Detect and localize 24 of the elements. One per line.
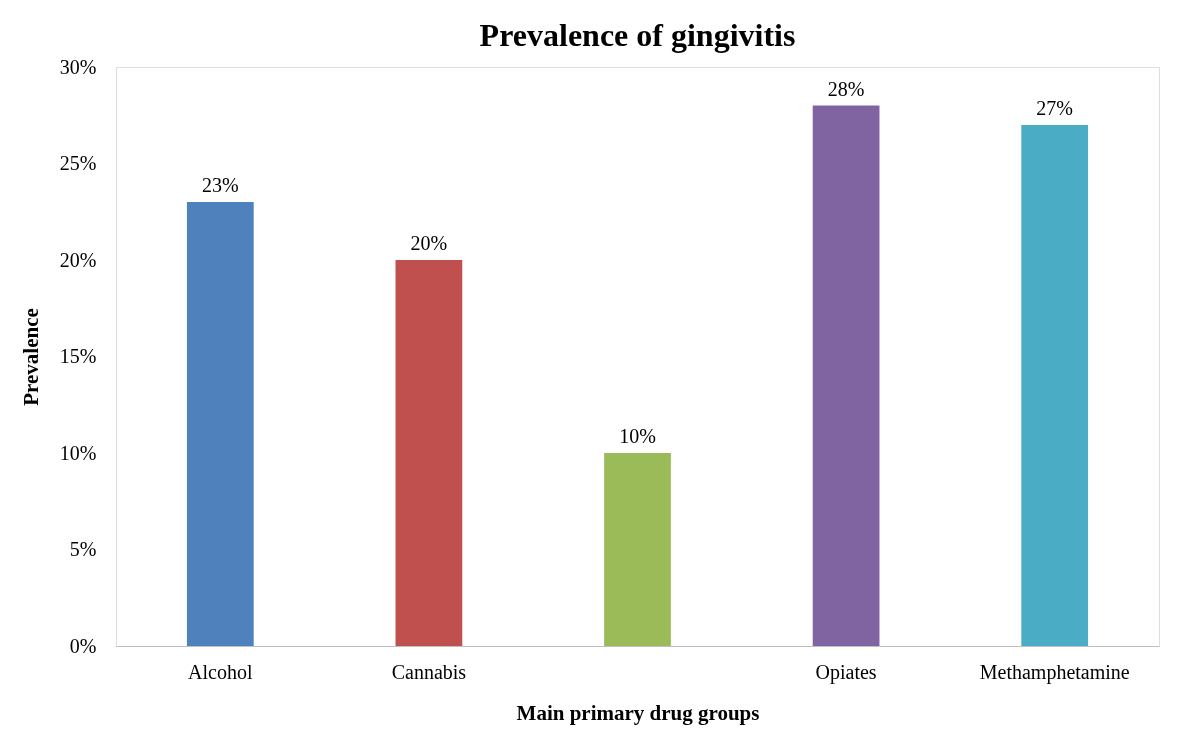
bar xyxy=(812,105,880,646)
data-label: 10% xyxy=(619,425,656,447)
bar xyxy=(1021,124,1089,646)
data-label: 28% xyxy=(827,77,865,100)
bar xyxy=(186,202,254,646)
bar xyxy=(604,453,671,646)
y-tick-label: 30% xyxy=(59,55,97,78)
data-label: 27% xyxy=(1036,96,1074,119)
y-tick-label: 15% xyxy=(59,345,97,367)
x-tick-label: Cannabis xyxy=(391,660,467,683)
y-tick-label: 5% xyxy=(69,538,97,560)
y-axis-title: Prevalence xyxy=(18,308,43,406)
y-tick-label: 10% xyxy=(59,441,97,464)
x-axis-title: Main primary drug groups xyxy=(516,700,760,725)
y-tick-label: 25% xyxy=(59,152,97,174)
data-label: 20% xyxy=(410,232,448,254)
chart-title: Prevalence of gingivitis xyxy=(479,17,796,53)
y-tick-label: 0% xyxy=(69,634,97,657)
y-tick-label: 20% xyxy=(59,248,97,271)
bar xyxy=(395,260,463,646)
x-tick-label: Alcohol xyxy=(188,660,253,683)
x-tick-label: Methamphetamine xyxy=(979,660,1130,684)
data-label: 23% xyxy=(201,174,239,197)
x-tick-label: Opiates xyxy=(815,660,877,684)
